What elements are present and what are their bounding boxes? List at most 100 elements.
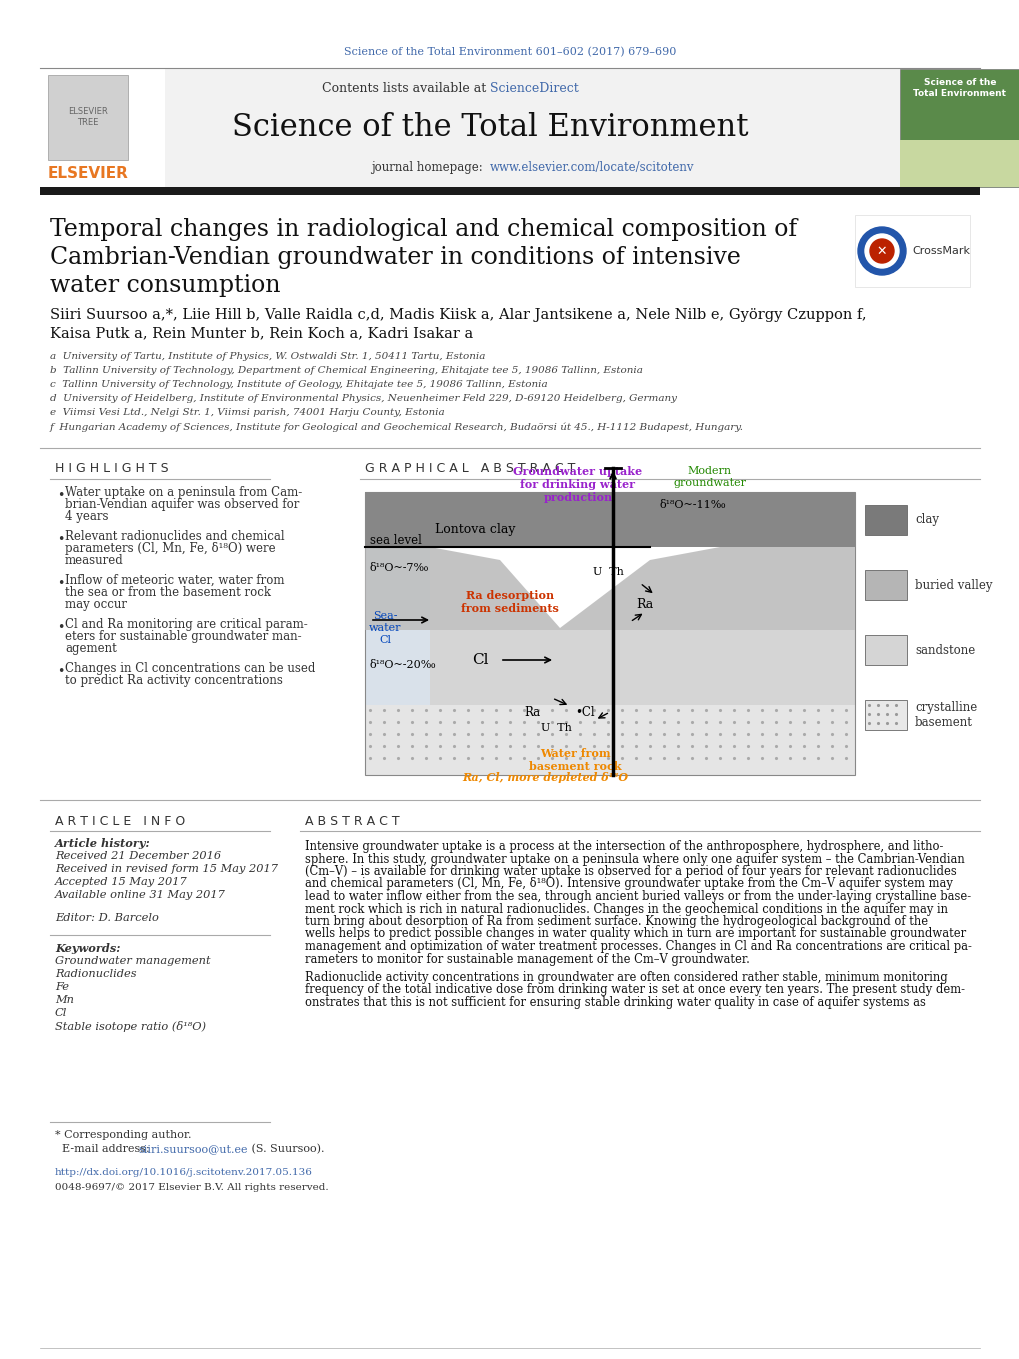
Text: CrossMark: CrossMark bbox=[911, 246, 969, 255]
Text: •: • bbox=[57, 578, 64, 590]
Circle shape bbox=[857, 227, 905, 275]
Text: the sea or from the basement rock: the sea or from the basement rock bbox=[65, 586, 271, 599]
Text: •: • bbox=[57, 665, 64, 678]
Text: siiri.suursoo@ut.ee: siiri.suursoo@ut.ee bbox=[138, 1144, 248, 1154]
Text: (Cm–V) – is available for drinking water uptake is observed for a period of four: (Cm–V) – is available for drinking water… bbox=[305, 864, 956, 878]
Text: Cl: Cl bbox=[55, 1008, 67, 1018]
Text: Received 21 December 2016: Received 21 December 2016 bbox=[55, 851, 221, 862]
Polygon shape bbox=[365, 548, 854, 631]
Text: Article history:: Article history: bbox=[55, 839, 151, 849]
Text: •: • bbox=[57, 533, 64, 546]
Text: ELSEVIER: ELSEVIER bbox=[48, 166, 128, 181]
Text: Science of the Total Environment 601–602 (2017) 679–690: Science of the Total Environment 601–602… bbox=[343, 46, 676, 57]
Text: and chemical parameters (Cl, Mn, Fe, δ¹⁸O). Intensive groundwater uptake from th: and chemical parameters (Cl, Mn, Fe, δ¹⁸… bbox=[305, 878, 952, 890]
Text: http://dx.doi.org/10.1016/j.scitotenv.2017.05.136: http://dx.doi.org/10.1016/j.scitotenv.20… bbox=[55, 1167, 313, 1177]
Bar bbox=[864, 506, 906, 535]
Text: onstrates that this is not sufficient for ensuring stable drinking water quality: onstrates that this is not sufficient fo… bbox=[305, 996, 925, 1008]
Bar bbox=[854, 215, 969, 287]
Circle shape bbox=[864, 234, 898, 268]
Text: c  Tallinn University of Technology, Institute of Geology, Ehitajate tee 5, 1908: c Tallinn University of Technology, Inst… bbox=[50, 381, 547, 389]
Bar bbox=[365, 492, 854, 775]
Text: Accepted 15 May 2017: Accepted 15 May 2017 bbox=[55, 877, 187, 887]
Bar bbox=[40, 69, 899, 188]
Bar bbox=[40, 188, 979, 194]
Text: 0048-9697/© 2017 Elsevier B.V. All rights reserved.: 0048-9697/© 2017 Elsevier B.V. All right… bbox=[55, 1182, 328, 1192]
Text: frequency of the total indicative dose from drinking water is set at once every : frequency of the total indicative dose f… bbox=[305, 984, 964, 996]
Text: Cl and Ra monitoring are critical param-: Cl and Ra monitoring are critical param- bbox=[65, 618, 308, 631]
Polygon shape bbox=[365, 548, 430, 705]
Text: rameters to monitor for sustainable management of the Cm–V groundwater.: rameters to monitor for sustainable mana… bbox=[305, 953, 749, 965]
Text: Cl: Cl bbox=[471, 654, 488, 667]
Text: management and optimization of water treatment processes. Changes in Cl and Ra c: management and optimization of water tre… bbox=[305, 940, 971, 953]
Bar bbox=[864, 569, 906, 601]
Text: f  Hungarian Academy of Sciences, Institute for Geological and Geochemical Resea: f Hungarian Academy of Sciences, Institu… bbox=[50, 423, 743, 432]
Text: A R T I C L E   I N F O: A R T I C L E I N F O bbox=[55, 815, 185, 828]
Bar bbox=[365, 631, 854, 705]
Text: * Corresponding author.: * Corresponding author. bbox=[55, 1129, 192, 1140]
Text: Radionuclide activity concentrations in groundwater are often considered rather : Radionuclide activity concentrations in … bbox=[305, 970, 947, 984]
Text: Editor: D. Barcelo: Editor: D. Barcelo bbox=[55, 913, 159, 923]
Text: sphere. In this study, groundwater uptake on a peninsula where only one aquifer : sphere. In this study, groundwater uptak… bbox=[305, 852, 964, 866]
Text: may occur: may occur bbox=[65, 598, 127, 612]
Text: Fe: Fe bbox=[55, 983, 69, 992]
Text: Siiri Suursoo a,*, Liie Hill b, Valle Raidla c,d, Madis Kiisk a, Alar Jantsikene: Siiri Suursoo a,*, Liie Hill b, Valle Ra… bbox=[50, 308, 866, 322]
Text: Stable isotope ratio (δ¹⁸O): Stable isotope ratio (δ¹⁸O) bbox=[55, 1021, 206, 1031]
Text: www.elsevier.com/locate/scitotenv: www.elsevier.com/locate/scitotenv bbox=[489, 162, 694, 174]
Text: Keywords:: Keywords: bbox=[55, 943, 120, 954]
Text: Water uptake on a peninsula from Cam-: Water uptake on a peninsula from Cam- bbox=[65, 487, 302, 499]
Text: parameters (Cl, Mn, Fe, δ¹⁸O) were: parameters (Cl, Mn, Fe, δ¹⁸O) were bbox=[65, 542, 275, 554]
Text: Available online 31 May 2017: Available online 31 May 2017 bbox=[55, 890, 225, 900]
Text: Received in revised form 15 May 2017: Received in revised form 15 May 2017 bbox=[55, 864, 278, 874]
Text: Water from
basement rock: Water from basement rock bbox=[528, 747, 621, 772]
Bar bbox=[48, 75, 127, 160]
Text: ✕: ✕ bbox=[876, 245, 887, 257]
Text: δ¹⁸O~-7‰: δ¹⁸O~-7‰ bbox=[370, 563, 429, 573]
Text: turn bring about desorption of Ra from sediment surface. Knowing the hydrogeolog: turn bring about desorption of Ra from s… bbox=[305, 915, 927, 928]
Text: Cambrian-Vendian groundwater in conditions of intensive: Cambrian-Vendian groundwater in conditio… bbox=[50, 246, 740, 269]
Bar bbox=[899, 69, 1019, 188]
Text: ELSEVIER
TREE: ELSEVIER TREE bbox=[68, 107, 108, 126]
Text: Sea-
water
Cl: Sea- water Cl bbox=[369, 612, 400, 644]
Text: •: • bbox=[57, 621, 64, 635]
Text: Lontova clay: Lontova clay bbox=[434, 523, 515, 537]
Text: Kaisa Putk a, Rein Munter b, Rein Koch a, Kadri Isakar a: Kaisa Putk a, Rein Munter b, Rein Koch a… bbox=[50, 326, 473, 340]
Text: •: • bbox=[57, 489, 64, 501]
Bar bbox=[365, 492, 854, 548]
Text: water consumption: water consumption bbox=[50, 275, 280, 298]
Text: buried valley: buried valley bbox=[914, 579, 991, 591]
Text: Science of the
Total Environment: Science of the Total Environment bbox=[913, 79, 1006, 98]
Text: Groundwater uptake
for drinking water
production: Groundwater uptake for drinking water pr… bbox=[513, 466, 642, 503]
Text: E-mail address:: E-mail address: bbox=[55, 1144, 153, 1154]
Text: b  Tallinn University of Technology, Department of Chemical Engineering, Ehitaja: b Tallinn University of Technology, Depa… bbox=[50, 366, 642, 375]
Text: Groundwater management: Groundwater management bbox=[55, 955, 210, 966]
Bar bbox=[864, 700, 906, 730]
Text: a  University of Tartu, Institute of Physics, W. Ostwaldi Str. 1, 50411 Tartu, E: a University of Tartu, Institute of Phys… bbox=[50, 352, 485, 361]
Text: δ¹⁸O~-20‰: δ¹⁸O~-20‰ bbox=[370, 660, 436, 670]
Text: Intensive groundwater uptake is a process at the intersection of the anthroposph: Intensive groundwater uptake is a proces… bbox=[305, 840, 943, 853]
Text: brian-Vendian aquifer was observed for: brian-Vendian aquifer was observed for bbox=[65, 497, 300, 511]
Text: Ra: Ra bbox=[524, 705, 539, 719]
Text: crystalline
basement: crystalline basement bbox=[914, 701, 976, 728]
Text: Changes in Cl concentrations can be used: Changes in Cl concentrations can be used bbox=[65, 662, 315, 675]
Text: d  University of Heidelberg, Institute of Environmental Physics, Neuenheimer Fel: d University of Heidelberg, Institute of… bbox=[50, 394, 677, 404]
Text: Temporal changes in radiological and chemical composition of: Temporal changes in radiological and che… bbox=[50, 217, 796, 241]
Text: measured: measured bbox=[65, 554, 123, 567]
Text: Radionuclides: Radionuclides bbox=[55, 969, 137, 978]
Text: H I G H L I G H T S: H I G H L I G H T S bbox=[55, 462, 168, 476]
Text: U  Th: U Th bbox=[592, 567, 623, 578]
Text: G R A P H I C A L   A B S T R A C T: G R A P H I C A L A B S T R A C T bbox=[365, 462, 575, 476]
Text: 4 years: 4 years bbox=[65, 510, 108, 523]
Text: U  Th: U Th bbox=[540, 723, 571, 733]
Text: ScienceDirect: ScienceDirect bbox=[489, 82, 578, 95]
Text: Relevant radionuclides and chemical: Relevant radionuclides and chemical bbox=[65, 530, 284, 544]
Text: lead to water inflow either from the sea, through ancient buried valleys or from: lead to water inflow either from the sea… bbox=[305, 890, 970, 902]
Text: e  Viimsi Vesi Ltd., Nelgi Str. 1, Viimsi parish, 74001 Harju County, Estonia: e Viimsi Vesi Ltd., Nelgi Str. 1, Viimsi… bbox=[50, 408, 444, 417]
Text: Mn: Mn bbox=[55, 995, 74, 1006]
Text: •Cl: •Cl bbox=[575, 705, 594, 719]
Bar bbox=[864, 635, 906, 665]
Text: to predict Ra activity concentrations: to predict Ra activity concentrations bbox=[65, 674, 282, 688]
Bar bbox=[899, 140, 1019, 188]
Text: wells helps to predict possible changes in water quality which in turn are impor: wells helps to predict possible changes … bbox=[305, 927, 965, 940]
Text: Modern
groundwater: Modern groundwater bbox=[673, 466, 746, 488]
Text: agement: agement bbox=[65, 641, 116, 655]
